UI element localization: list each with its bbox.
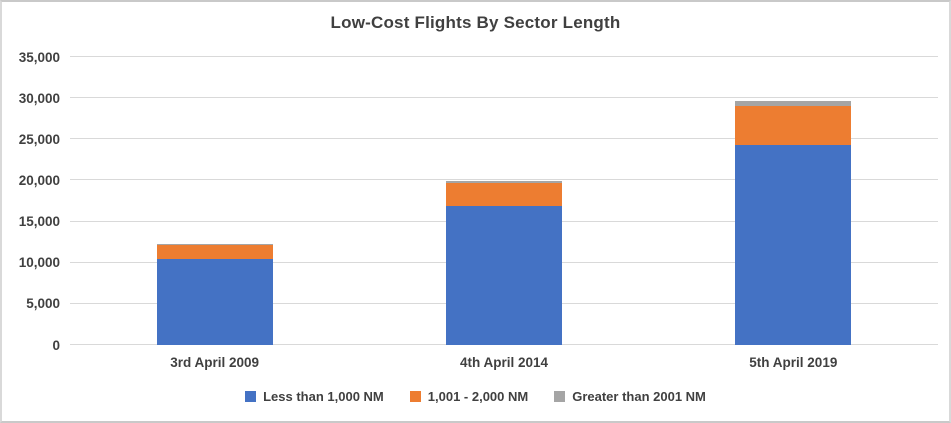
legend-swatch-icon	[245, 391, 257, 402]
legend-item-series-2: 1,001 - 2,000 NM	[409, 389, 529, 404]
bar-segment-series-1	[735, 144, 852, 345]
bar-stack-2	[445, 180, 562, 345]
bar-segment-series-1	[445, 205, 562, 345]
bar-slot	[70, 57, 359, 345]
legend: Less than 1,000 NM 1,001 - 2,000 NM Greate…	[2, 389, 949, 404]
bar-segment-series-3	[445, 180, 562, 183]
bar-slot	[359, 57, 648, 345]
bar-stack-3	[735, 101, 852, 345]
gridline	[70, 138, 938, 140]
legend-item-series-3: Greater than 2001 NM	[554, 389, 706, 404]
x-axis: 3rd April 2009 4th April 2014 5th April 20…	[70, 355, 938, 370]
bar-segment-series-2	[445, 182, 562, 206]
legend-swatch-icon	[409, 391, 421, 402]
legend-swatch-icon	[554, 391, 566, 402]
y-axis-tick-label: 10,000	[18, 254, 60, 270]
x-axis-category-label: 5th April 2019	[749, 355, 838, 370]
y-axis-tick-label: 20,000	[18, 172, 60, 188]
legend-label: 1,001 - 2,000 NM	[427, 389, 529, 404]
plot-area	[70, 56, 938, 345]
bar-segment-series-2	[156, 245, 273, 259]
y-axis: 0 5,000 10,000 15,000 20,000 25,000 30,000 35,0…	[2, 50, 60, 351]
y-axis-tick-label: 5,000	[26, 296, 60, 312]
gridline	[70, 179, 938, 181]
y-axis-tick-label: 15,000	[18, 213, 60, 229]
bar-segment-series-3	[735, 101, 852, 106]
gridline	[70, 97, 938, 99]
bar-segment-series-3	[156, 243, 273, 246]
y-axis-tick-label: 0	[52, 337, 60, 353]
bar-slot	[649, 57, 938, 345]
y-axis-tick-label: 30,000	[18, 90, 60, 106]
chart-title: Low-Cost Flights By Sector Length	[330, 13, 621, 32]
x-axis-category-label: 4th April 2014	[459, 355, 549, 370]
bar-segment-series-2	[735, 105, 852, 145]
legend-label: Less than 1,000 NM	[263, 389, 384, 404]
y-axis-tick-label: 25,000	[18, 131, 60, 147]
legend-label: Greater than 2001 NM	[572, 389, 706, 404]
y-axis-tick-label: 35,000	[18, 49, 60, 65]
x-axis-category-label: 3rd April 2009	[170, 355, 260, 370]
bar-segment-series-1	[156, 258, 273, 345]
legend-item-series-1: Less than 1,000 NM	[245, 389, 384, 404]
bar-stack-1	[156, 243, 273, 345]
gridline	[70, 56, 938, 57]
bars-layer	[70, 57, 938, 345]
